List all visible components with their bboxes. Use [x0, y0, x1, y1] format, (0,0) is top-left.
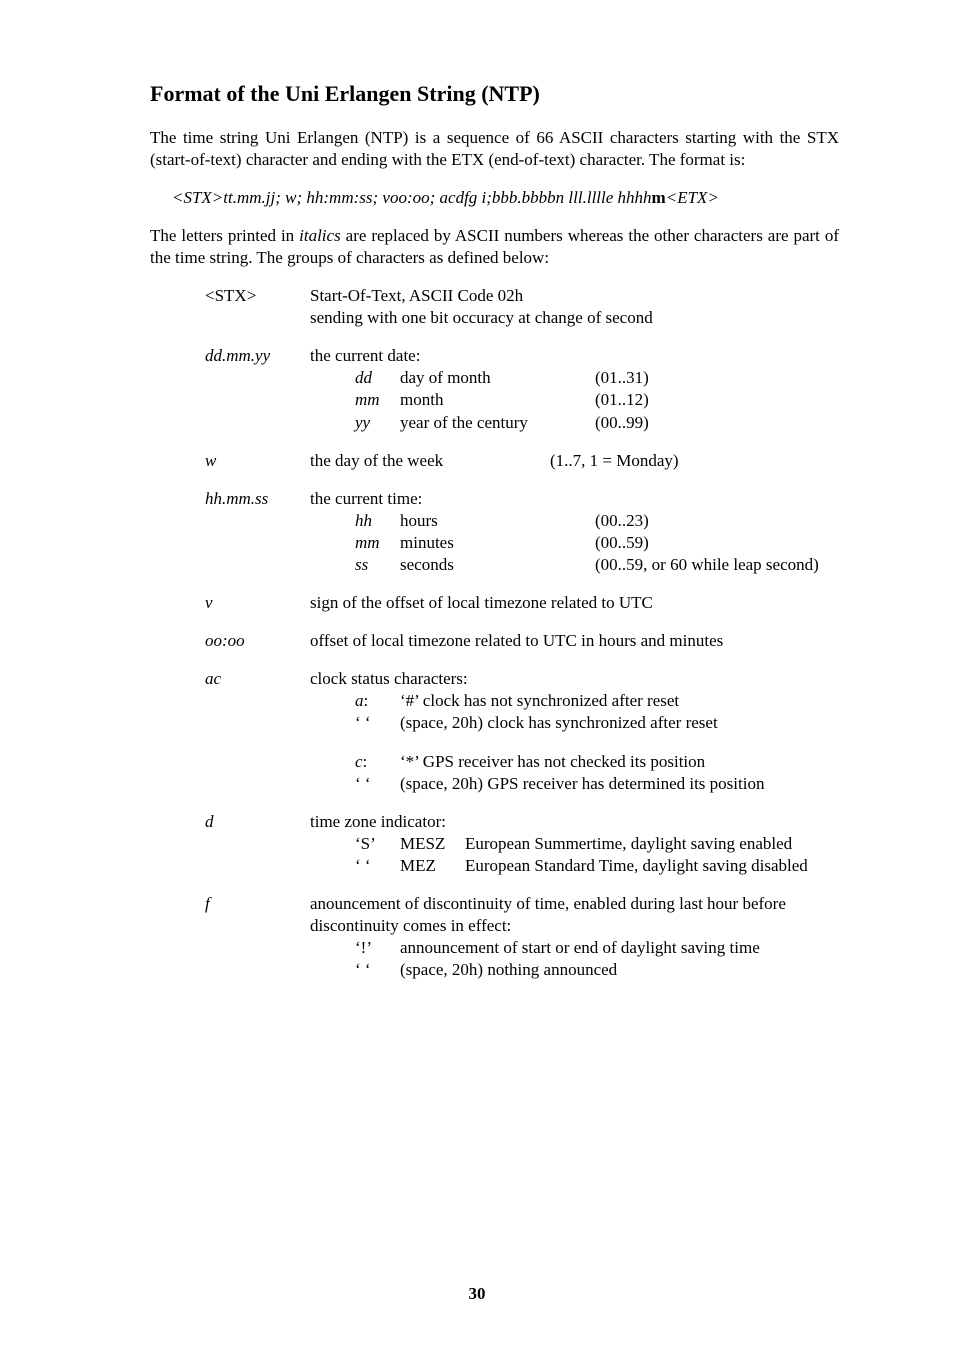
date-head: the current date:: [310, 345, 839, 367]
w-key: w: [205, 450, 310, 472]
ss-label: seconds: [400, 554, 595, 576]
ddmmyy-key: dd.mm.yy: [205, 345, 310, 367]
d-mez: MEZ: [400, 855, 465, 877]
mi-range: (00..59): [595, 532, 839, 554]
c-colon: :: [363, 752, 368, 771]
f-line1: announcement of start or end of daylight…: [400, 937, 839, 959]
mm-label: month: [400, 389, 595, 411]
dd-key: dd: [355, 367, 400, 389]
c-key: c: [355, 752, 363, 771]
hhmmss-key: hh.mm.ss: [205, 488, 310, 510]
stx-line1: Start-Of-Text, ASCII Code 02h: [310, 285, 839, 307]
ac-key: ac: [205, 668, 310, 690]
intro-paragraph: The time string Uni Erlangen (NTP) is a …: [150, 127, 839, 171]
d-key: d: [205, 811, 310, 833]
f-line2: (space, 20h) nothing announced: [400, 959, 839, 981]
ss-key: ss: [355, 554, 400, 576]
f-head: anouncement of discontinuity of time, en…: [310, 893, 839, 937]
c-space-key: ‘ ‘: [355, 773, 400, 795]
dd-label: day of month: [400, 367, 595, 389]
hh-key: hh: [355, 510, 400, 532]
mm-key: mm: [355, 389, 400, 411]
a-colon: :: [364, 691, 369, 710]
page-title: Format of the Uni Erlangen String (NTP): [150, 80, 839, 109]
v-key: v: [205, 592, 310, 614]
mm-range: (01..12): [595, 389, 839, 411]
f-space-key: ‘ ‘: [355, 959, 400, 981]
oo-label: offset of local timezone related to UTC …: [310, 630, 839, 652]
hh-range: (00..23): [595, 510, 839, 532]
c-line1: ‘*’ GPS receiver has not checked its pos…: [400, 751, 839, 773]
stx-key: <STX>: [205, 285, 310, 307]
page-number: 30: [0, 1283, 954, 1305]
stx-line2: sending with one bit occuracy at change …: [310, 307, 839, 329]
mi-label: minutes: [400, 532, 595, 554]
w-range: (1..7, 1 = Monday): [550, 450, 679, 472]
c-line2: (space, 20h) GPS receiver has determined…: [400, 773, 839, 795]
format-prefix: <STX>tt.mm.jj; w; hh:mm:ss; voo:oo; acdf…: [172, 188, 652, 207]
f-excl-key: ‘!’: [355, 937, 400, 959]
hh-label: hours: [400, 510, 595, 532]
format-string: <STX>tt.mm.jj; w; hh:mm:ss; voo:oo; acdf…: [150, 187, 839, 209]
yy-key: yy: [355, 412, 400, 434]
ss-range: (00..59, or 60 while leap second): [595, 554, 839, 576]
a-space-key: ‘ ‘: [355, 712, 400, 734]
intro2a: The letters printed in: [150, 226, 299, 245]
oo-key: oo:oo: [205, 630, 310, 652]
d-mesz-text: European Summertime, daylight saving ena…: [465, 833, 839, 855]
v-label: sign of the offset of local timezone rel…: [310, 592, 839, 614]
d-s-key: ‘S’: [355, 833, 400, 855]
yy-label: year of the century: [400, 412, 595, 434]
format-suffix: <ETX>: [666, 188, 719, 207]
w-label: the day of the week: [310, 450, 550, 472]
a-key: a: [355, 691, 364, 710]
yy-range: (00..99): [595, 412, 839, 434]
f-key: f: [205, 893, 310, 915]
intro2-paragraph: The letters printed in italics are repla…: [150, 225, 839, 269]
format-bold: m: [652, 188, 666, 207]
a-line2: (space, 20h) clock has synchronized afte…: [400, 712, 839, 734]
a-line1: ‘#’ clock has not synchronized after res…: [400, 690, 839, 712]
d-head: time zone indicator:: [310, 811, 839, 833]
ac-head: clock status characters:: [310, 668, 839, 690]
d-space-key: ‘ ‘: [355, 855, 400, 877]
mi-key: mm: [355, 532, 400, 554]
d-mez-text: European Standard Time, daylight saving …: [465, 855, 839, 877]
dd-range: (01..31): [595, 367, 839, 389]
time-head: the current time:: [310, 488, 839, 510]
intro2-italics: italics: [299, 226, 341, 245]
d-mesz: MESZ: [400, 833, 465, 855]
